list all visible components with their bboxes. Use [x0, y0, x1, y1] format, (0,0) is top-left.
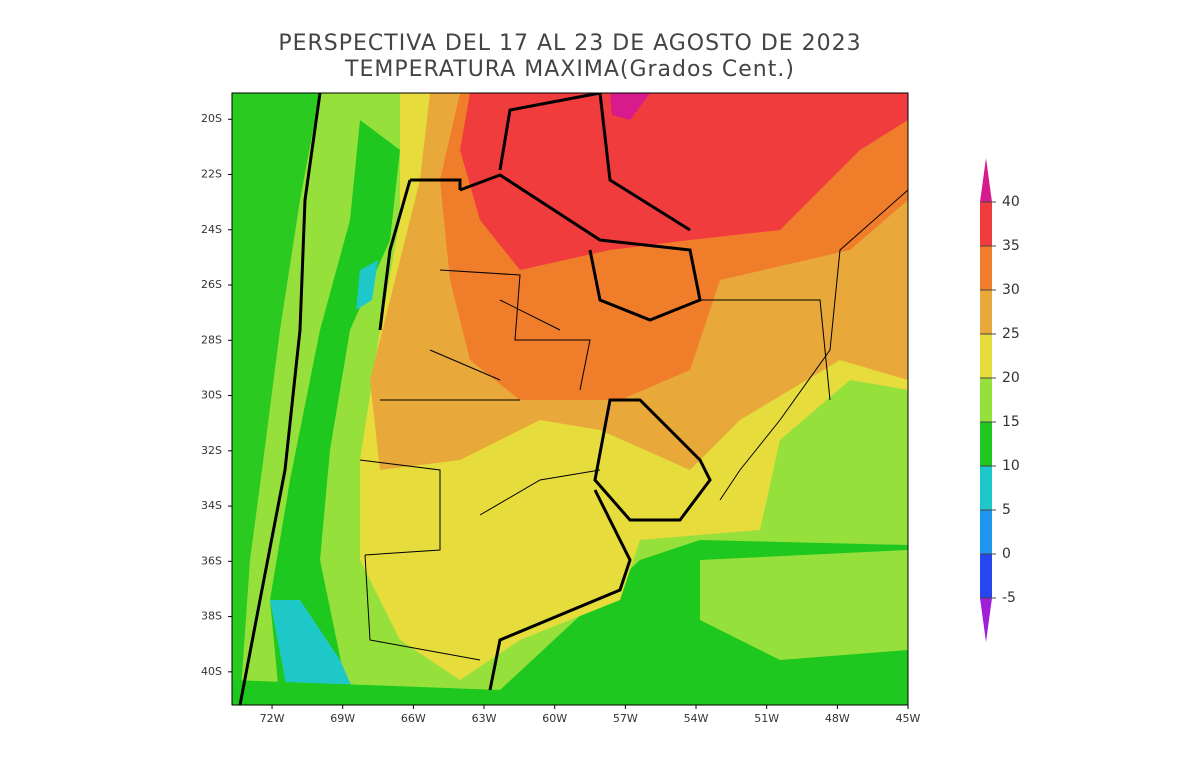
- colorbar-label: 10: [1002, 458, 1020, 474]
- y-tick-label: 26S: [201, 278, 222, 291]
- colorbar-segment: [980, 202, 992, 246]
- colorbar-segment: [980, 246, 992, 290]
- colorbar-segment: [980, 334, 992, 378]
- y-tick-label: 32S: [201, 444, 222, 457]
- colorbar-label: 20: [1002, 370, 1020, 386]
- x-tick-label: 72W: [260, 712, 285, 725]
- colorbar-label: 25: [1002, 326, 1020, 342]
- y-tick-label: 24S: [201, 223, 222, 236]
- x-tick-label: 51W: [754, 712, 779, 725]
- x-tick-label: 45W: [896, 712, 921, 725]
- x-tick-label: 57W: [613, 712, 638, 725]
- colorbar-label: 0: [1002, 546, 1011, 562]
- colorbar-label: 30: [1002, 282, 1020, 298]
- colorbar-segment: [980, 290, 992, 334]
- x-tick-label: 60W: [542, 712, 567, 725]
- map: [232, 93, 908, 705]
- colorbar-end: [980, 598, 992, 642]
- colorbar-segment: [980, 466, 992, 510]
- x-tick-label: 54W: [684, 712, 709, 725]
- colorbar-end: [980, 158, 992, 202]
- colorbar-label: -5: [1002, 590, 1016, 606]
- x-tick-label: 48W: [825, 712, 850, 725]
- colorbar-segment: [980, 378, 992, 422]
- y-tick-label: 36S: [201, 554, 222, 567]
- colorbar-segment: [980, 554, 992, 598]
- x-tick-label: 63W: [472, 712, 497, 725]
- y-tick-label: 28S: [201, 333, 222, 346]
- colorbar-label: 40: [1002, 194, 1020, 210]
- title-line: TEMPERATURA MAXIMA(Grados Cent.): [344, 57, 795, 82]
- y-tick-label: 34S: [201, 499, 222, 512]
- y-tick-label: 38S: [201, 610, 222, 623]
- colorbar-label: 5: [1002, 502, 1011, 518]
- colorbar-label: 35: [1002, 238, 1020, 254]
- colorbar-label: 15: [1002, 414, 1020, 430]
- title-line: PERSPECTIVA DEL 17 AL 23 DE AGOSTO DE 20…: [278, 31, 861, 56]
- x-tick-label: 69W: [330, 712, 355, 725]
- y-tick-label: 22S: [201, 168, 222, 181]
- map-frame: [231, 92, 909, 706]
- colorbar-segment: [980, 510, 992, 554]
- y-tick-label: 20S: [201, 112, 222, 125]
- x-tick-label: 66W: [401, 712, 426, 725]
- colorbar-segment: [980, 422, 992, 466]
- y-tick-label: 40S: [201, 665, 222, 678]
- y-tick-label: 30S: [201, 389, 222, 402]
